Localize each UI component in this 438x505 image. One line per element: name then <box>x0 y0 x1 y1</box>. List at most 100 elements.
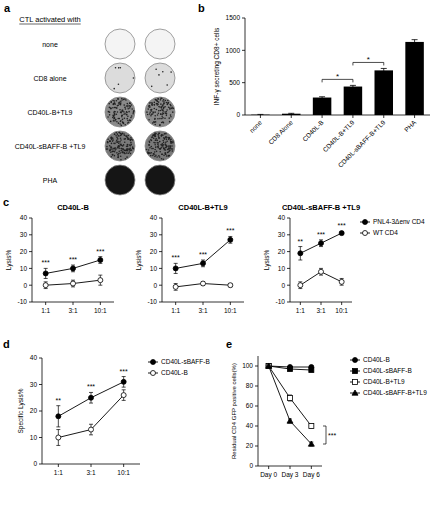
x-tick <box>414 115 415 118</box>
spot <box>110 102 112 104</box>
legend-marker <box>363 231 368 236</box>
significance: *** <box>96 248 104 255</box>
spot <box>162 117 164 119</box>
spot <box>109 140 111 142</box>
spot <box>153 104 155 106</box>
spot <box>128 121 130 123</box>
marker <box>56 414 61 419</box>
chart: CD40L-sBAFF-B +TL9-10010203040Lysis%1:13… <box>263 203 425 314</box>
spot <box>170 141 172 143</box>
spot <box>151 140 153 142</box>
spot <box>163 102 165 104</box>
error-bar <box>309 442 313 446</box>
spot <box>123 122 125 124</box>
spot <box>169 121 171 123</box>
spot <box>161 98 163 100</box>
error-bar <box>201 260 205 267</box>
significance: *** <box>120 368 128 375</box>
spot <box>165 149 167 151</box>
spot <box>107 139 109 141</box>
y-tick <box>242 115 245 116</box>
spot <box>127 144 129 146</box>
spot <box>157 144 159 146</box>
panel-letter: e <box>226 338 232 350</box>
y-tick <box>287 234 290 235</box>
spot <box>167 149 169 151</box>
y-tick-label: 60 <box>246 402 254 409</box>
spot <box>159 148 161 150</box>
legend-label: PNL4-3Δenv CD4 <box>373 218 425 225</box>
spot <box>164 143 166 145</box>
spot <box>122 149 124 151</box>
spot <box>166 140 168 142</box>
legend-marker <box>363 220 368 225</box>
spot <box>163 142 165 144</box>
y-tick <box>242 82 245 83</box>
spot <box>106 148 108 150</box>
x-tick <box>311 466 312 469</box>
marker <box>266 363 272 368</box>
x-tick <box>341 302 342 305</box>
spot <box>158 137 160 139</box>
marker <box>228 283 233 288</box>
spot <box>153 121 155 123</box>
spot <box>161 115 163 117</box>
spot <box>171 145 173 147</box>
x-tick <box>175 302 176 305</box>
y-axis-title: Specific Lysis% <box>17 388 25 433</box>
x-tick-label: PHA <box>403 118 418 133</box>
spot <box>163 122 165 124</box>
spot <box>124 117 126 119</box>
legend-marker <box>352 390 358 395</box>
spot <box>161 146 163 148</box>
spot <box>168 137 170 139</box>
spot <box>164 117 166 119</box>
spot <box>132 113 134 115</box>
spot <box>168 150 170 152</box>
spot <box>113 88 115 90</box>
well <box>105 29 135 59</box>
spot <box>167 145 169 147</box>
y-tick <box>29 251 32 252</box>
spot <box>163 99 165 101</box>
legend-marker <box>353 380 358 385</box>
spot <box>125 138 127 140</box>
spot <box>110 146 112 148</box>
error-bar <box>89 424 93 435</box>
spot <box>129 102 131 104</box>
y-axis-title: Lysis% <box>263 250 271 271</box>
y-tick <box>39 384 42 385</box>
spot <box>122 148 124 150</box>
spot <box>110 138 112 140</box>
marks <box>173 236 233 290</box>
x-tick-label: 10:1 <box>224 307 237 314</box>
x-tick-label: none <box>248 118 263 133</box>
spot <box>114 134 116 136</box>
spot <box>121 134 123 136</box>
spot <box>151 110 153 112</box>
spot <box>158 74 160 76</box>
spot <box>117 135 119 137</box>
x-tick-label: CD40L-B+TL9 <box>321 118 356 153</box>
spot <box>159 148 161 150</box>
error-bar <box>89 392 93 403</box>
error-bar <box>98 275 102 285</box>
spot <box>121 98 123 100</box>
spot <box>119 123 121 125</box>
y-tick-label: 500 <box>229 79 240 86</box>
spot <box>170 71 172 73</box>
spot <box>126 156 128 158</box>
spot <box>129 147 131 149</box>
marks <box>298 231 344 289</box>
y-tick-label: 30 <box>30 381 38 388</box>
legend-label: CD40L-sBAFF-B+TL9 <box>363 389 427 396</box>
spot <box>156 100 158 102</box>
legend-marker <box>151 360 156 365</box>
spot <box>167 155 169 157</box>
spot <box>147 153 149 155</box>
error-bar <box>340 231 344 234</box>
row-label: none <box>42 41 58 48</box>
spot <box>148 140 150 142</box>
spot <box>172 111 174 113</box>
spot <box>166 155 168 157</box>
